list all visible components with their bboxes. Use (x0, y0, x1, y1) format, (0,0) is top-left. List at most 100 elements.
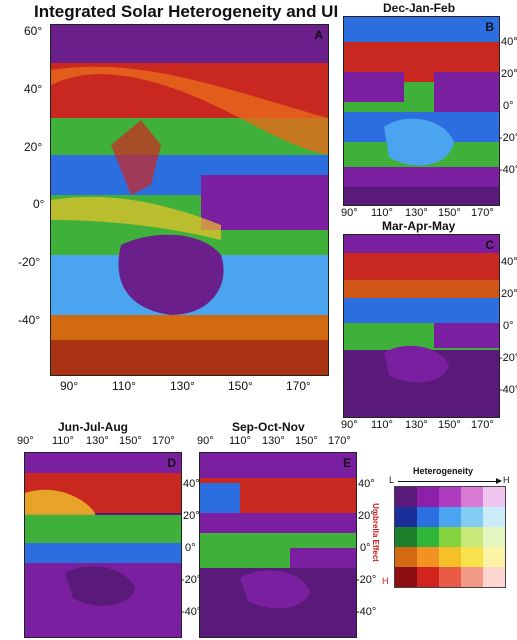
lat-tick-60: 60° (24, 24, 43, 38)
legend-cell (417, 527, 439, 547)
panel-e-title: Sep-Oct-Nov (232, 420, 305, 434)
lat-tick-minus40: -40° (18, 313, 41, 327)
legend-cell (395, 487, 417, 507)
lon-tick-150: 150° (228, 379, 253, 393)
d-lat-minus40: -40° (181, 606, 202, 618)
c-lon-150: 150° (438, 419, 461, 431)
map-panel-b: B (343, 16, 500, 206)
heterogeneity-map-annual (51, 25, 328, 375)
map-panel-e: E (199, 452, 357, 638)
legend-x-title: Heterogeneity (413, 466, 474, 476)
legend-color-grid (394, 486, 506, 588)
legend-cell (395, 527, 417, 547)
panel-b-title: Dec-Jan-Feb (383, 1, 456, 15)
heterogeneity-map-djf (344, 17, 499, 205)
legend-cell (395, 567, 417, 587)
e-lat-minus20: -20° (356, 574, 377, 586)
legend-cell (439, 507, 461, 527)
d-lon-top-150: 150° (119, 435, 142, 447)
panel-d-title: Jun-Jul-Aug (58, 420, 128, 434)
d-lat-20: 20° (183, 510, 200, 522)
lat-tick-20: 20° (24, 140, 43, 154)
lon-tick-170: 170° (286, 379, 311, 393)
legend-y-high: H (382, 576, 389, 586)
e-lat-0: 0° (360, 542, 371, 554)
legend-x-arrowhead-icon (496, 478, 502, 484)
c-lat-minus20: -20° (499, 352, 517, 364)
lat-tick-0: 0° (33, 197, 45, 211)
legend-cell (439, 527, 461, 547)
c-lat-20: 20° (501, 288, 517, 300)
b-lon-150: 150° (438, 207, 461, 219)
heterogeneity-map-son (200, 453, 356, 637)
legend-x-low: L (389, 475, 395, 485)
c-lon-110: 110° (371, 419, 393, 431)
b-lat-minus40: -40° (499, 164, 517, 176)
b-lat-40: 40° (501, 36, 517, 48)
legend-cell (395, 507, 417, 527)
lat-tick-minus20: -20° (18, 255, 41, 269)
panel-label-b: B (485, 20, 494, 34)
c-lon-90: 90° (341, 419, 358, 431)
c-lat-0: 0° (503, 320, 514, 332)
legend-x-high: H (503, 475, 510, 485)
legend-cell (439, 547, 461, 567)
legend-cell (417, 547, 439, 567)
panel-c-title: Mar-Apr-May (382, 219, 456, 233)
lon-tick-90: 90° (60, 379, 79, 393)
b-lon-130: 130° (405, 207, 428, 219)
bivariate-legend: Heterogeneity L H Umbrella Effect H (371, 466, 512, 590)
heterogeneity-map-mam (344, 235, 499, 417)
e-lat-20: 20° (358, 510, 375, 522)
legend-cell (461, 547, 483, 567)
e-lon-top-130: 130° (262, 435, 285, 447)
e-lon-top-90: 90° (197, 435, 214, 447)
legend-cell (461, 487, 483, 507)
lon-tick-130: 130° (170, 379, 195, 393)
e-lat-40: 40° (358, 478, 375, 490)
d-lat-40: 40° (183, 478, 200, 490)
e-lon-top-170: 170° (328, 435, 351, 447)
b-lat-0: 0° (503, 100, 514, 112)
legend-cell (483, 547, 505, 567)
panel-label-a: A (314, 28, 323, 42)
map-panel-c: C (343, 234, 500, 418)
legend-cell (461, 567, 483, 587)
c-lon-170: 170° (471, 419, 494, 431)
main-title: Integrated Solar Heterogeneity and UI (34, 2, 339, 21)
legend-cell (461, 507, 483, 527)
d-lon-top-170: 170° (152, 435, 175, 447)
c-lat-minus40: -40° (499, 384, 517, 396)
e-lat-minus40: -40° (356, 606, 377, 618)
legend-cell (417, 507, 439, 527)
legend-cell (461, 527, 483, 547)
lat-tick-40: 40° (24, 82, 43, 96)
panel-label-d: D (167, 456, 176, 470)
legend-x-arrow (398, 481, 498, 482)
map-panel-d: D (24, 452, 182, 638)
b-lat-20: 20° (501, 68, 517, 80)
d-lat-0: 0° (185, 542, 196, 554)
b-lon-90: 90° (341, 207, 358, 219)
map-panel-a: A (50, 24, 329, 376)
b-lat-minus20: -20° (499, 132, 517, 144)
legend-cell (417, 487, 439, 507)
d-lon-top-130: 130° (86, 435, 109, 447)
legend-cell (439, 487, 461, 507)
legend-cell (417, 567, 439, 587)
legend-cell (483, 567, 505, 587)
b-lon-110: 110° (371, 207, 393, 219)
legend-cell (483, 487, 505, 507)
c-lat-40: 40° (501, 256, 517, 268)
legend-cell (395, 547, 417, 567)
d-lat-minus20: -20° (181, 574, 202, 586)
legend-cell (483, 527, 505, 547)
d-lon-top-90: 90° (17, 435, 34, 447)
c-lon-130: 130° (405, 419, 428, 431)
legend-cell (439, 567, 461, 587)
lon-tick-110: 110° (112, 379, 136, 393)
heterogeneity-map-jja (25, 453, 181, 637)
d-lon-top-110: 110° (52, 435, 74, 447)
panel-label-e: E (342, 456, 351, 470)
e-lon-top-150: 150° (295, 435, 318, 447)
